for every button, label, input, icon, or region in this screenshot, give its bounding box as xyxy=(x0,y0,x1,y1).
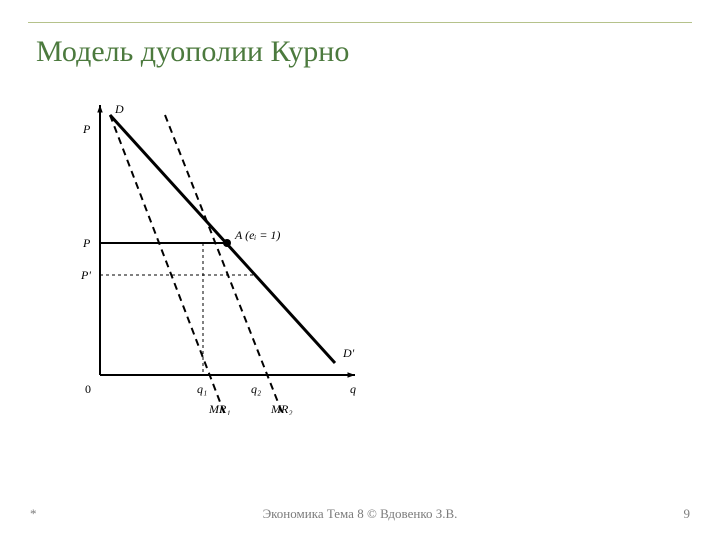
svg-text:A (eᵢ = 1): A (eᵢ = 1) xyxy=(234,228,280,242)
svg-text:P: P xyxy=(82,236,91,250)
cournot-diagram: D D' A (eᵢ = 1) P P P' 0 q₁ q₂ q MR₁ MR₂ xyxy=(55,95,385,415)
slide: Модель дуополии Курно D D' A (eᵢ = 1) P P P' 0… xyxy=(0,0,720,540)
svg-text:D': D' xyxy=(342,346,355,360)
svg-text:P': P' xyxy=(80,268,91,282)
svg-text:P: P xyxy=(82,122,91,136)
footer-center: Экономика Тема 8 © Вдовенко З.В. xyxy=(0,506,720,522)
svg-text:D: D xyxy=(114,102,124,116)
svg-text:q₁: q₁ xyxy=(197,382,207,396)
page-title: Модель дуополии Курно xyxy=(36,35,349,69)
svg-text:0: 0 xyxy=(85,382,91,396)
page-number: 9 xyxy=(684,506,691,522)
svg-text:MR₂: MR₂ xyxy=(270,402,293,415)
svg-text:q: q xyxy=(350,382,356,396)
svg-text:q₂: q₂ xyxy=(251,382,261,396)
svg-text:MR₁: MR₁ xyxy=(208,402,231,415)
accent-line xyxy=(28,22,692,23)
